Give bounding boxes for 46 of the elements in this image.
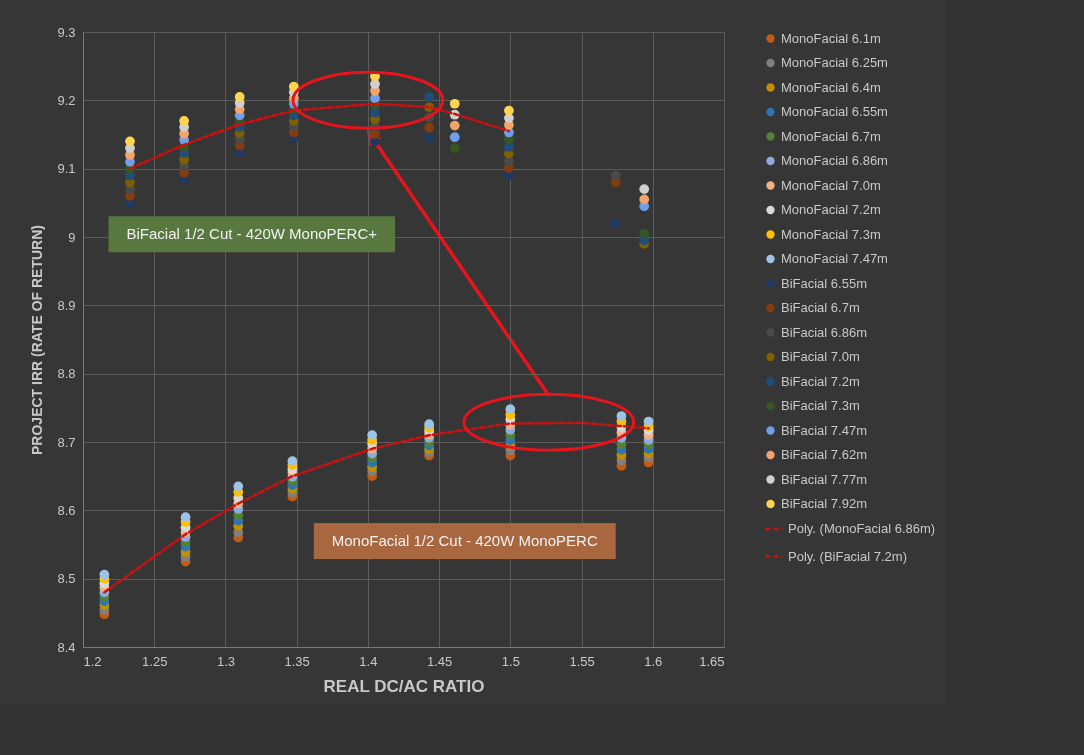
x-tick-label: 1.4 — [359, 653, 378, 669]
y-tick-label: 9 — [68, 229, 76, 245]
legend-label: BiFacial 7.77m — [781, 471, 867, 487]
legend-label: Poly. (MonoFacial 6.86m) — [788, 521, 936, 536]
y-tick-label: 8.6 — [57, 502, 76, 518]
legend-label: Poly. (BiFacial 7.2m) — [788, 548, 907, 564]
x-tick-label: 1.3 — [216, 653, 235, 669]
y-tick-label: 8.7 — [57, 434, 76, 450]
legend-label: BiFacial 7.2m — [781, 373, 860, 389]
y-tick-label: 8.4 — [57, 639, 76, 655]
annotation: BiFacial 1/2 Cut - 420W MonoPERC+ — [126, 225, 378, 243]
x-tick-label: 1.6 — [644, 653, 663, 669]
annotation: MonoFacial 1/2 Cut - 420W MonoPERC — [331, 532, 598, 550]
legend-label: MonoFacial 6.86m — [781, 153, 888, 168]
x-tick-label: 1.55 — [569, 653, 595, 669]
legend-label: BiFacial 6.55m — [781, 275, 867, 291]
legend-label: BiFacial 7.0m — [781, 349, 860, 364]
legend-label: BiFacial 7.92m — [781, 496, 867, 511]
x-tick-label: 1.5 — [501, 653, 520, 669]
x-tick-label: 1.2 — [83, 653, 102, 669]
x-tick-label: 1.25 — [142, 653, 168, 669]
legend-label: BiFacial 7.47m — [781, 422, 867, 438]
legend-label: BiFacial 6.86m — [781, 324, 867, 340]
legend-label: MonoFacial 6.25m — [781, 55, 888, 70]
legend-label: MonoFacial 6.7m — [781, 128, 881, 144]
legend-label: MonoFacial 6.4m — [781, 79, 881, 95]
legend-label: BiFacial 6.7m — [781, 300, 860, 315]
legend-label: MonoFacial 6.55m — [781, 104, 888, 119]
y-tick-label: 9.1 — [57, 161, 76, 177]
y-axis-title: PROJECT IRR (RATE OF RETURN) — [29, 225, 46, 455]
legend-label: MonoFacial 7.2m — [781, 202, 881, 217]
legend-label: MonoFacial 7.3m — [781, 226, 881, 242]
x-tick-label: 1.35 — [284, 653, 310, 669]
x-tick-label: 1.65 — [699, 653, 725, 669]
x-axis-title: REAL DC/AC RATIO — [323, 676, 485, 696]
legend-label: MonoFacial 7.47m — [781, 251, 888, 266]
x-tick-label: 1.45 — [426, 653, 453, 669]
y-tick-label: 8.5 — [57, 571, 76, 587]
legend-label: BiFacial 7.62m — [781, 447, 867, 462]
legend-label: BiFacial 7.3m — [781, 398, 860, 413]
legend-label: MonoFacial 7.0m — [781, 177, 881, 193]
y-tick-label: 8.9 — [57, 297, 76, 313]
y-tick-label: 9.2 — [57, 92, 76, 108]
legend-label: MonoFacial 6.1m — [781, 30, 881, 46]
y-tick-label: 9.3 — [57, 24, 76, 40]
y-tick-label: 8.8 — [57, 366, 76, 382]
